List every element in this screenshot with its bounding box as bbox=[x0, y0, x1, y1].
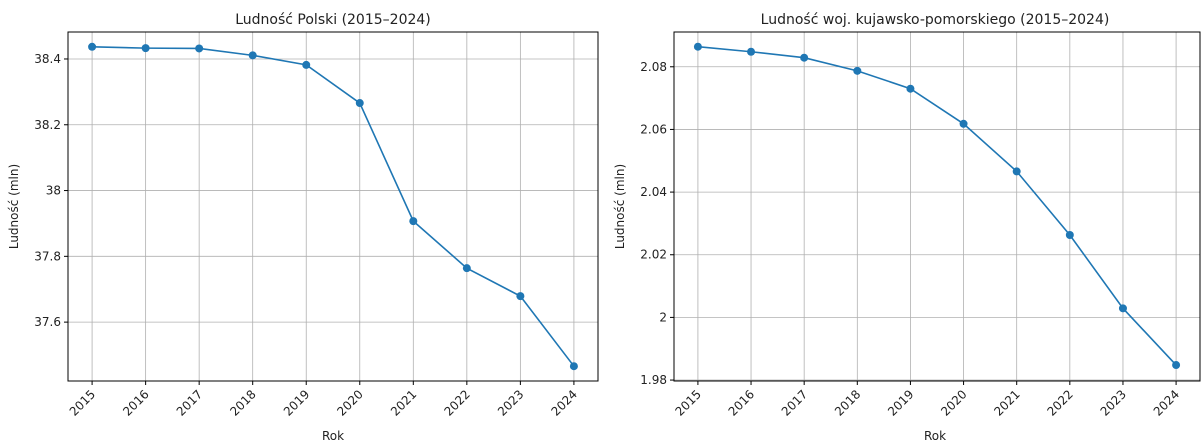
x-tick-label: 2017 bbox=[779, 387, 810, 418]
point bbox=[1012, 167, 1021, 176]
y-axis-label: Ludność (mln) bbox=[7, 164, 21, 249]
x-tick-label: 2017 bbox=[174, 387, 205, 418]
x-tick-label: 2023 bbox=[1098, 387, 1129, 418]
x-tick-label: 2015 bbox=[67, 387, 98, 418]
point bbox=[853, 66, 862, 75]
point bbox=[906, 84, 915, 93]
point bbox=[88, 42, 97, 51]
y-tick-label: 2 bbox=[659, 310, 667, 324]
x-tick-label: 2015 bbox=[673, 387, 704, 418]
chart-title: Ludność Polski (2015–2024) bbox=[235, 12, 431, 28]
y-tick-label: 2.02 bbox=[640, 248, 667, 262]
line bbox=[92, 46, 575, 367]
point bbox=[409, 217, 418, 226]
chart-title: Ludność woj. kujawsko-pomorskiego (2015–… bbox=[761, 12, 1110, 28]
y-tick-label: 2.04 bbox=[640, 185, 667, 199]
y-tick-label: 37.6 bbox=[34, 315, 61, 329]
x-tick-label: 2021 bbox=[388, 387, 419, 418]
x-axis-label: Rok bbox=[924, 429, 946, 443]
point bbox=[800, 53, 809, 62]
point bbox=[516, 292, 525, 301]
point bbox=[959, 119, 968, 128]
axes-frame bbox=[673, 31, 1201, 382]
y-tick-label: 38.4 bbox=[34, 52, 61, 66]
point bbox=[141, 44, 150, 53]
x-tick-label: 2018 bbox=[227, 387, 258, 418]
x-tick-label: 2024 bbox=[549, 387, 580, 418]
x-tick-label: 2018 bbox=[832, 387, 863, 418]
point bbox=[1118, 304, 1127, 313]
point bbox=[355, 99, 364, 108]
y-tick-label: 37.8 bbox=[34, 249, 61, 263]
point bbox=[1172, 361, 1181, 370]
point bbox=[462, 264, 471, 273]
x-tick-label: 2016 bbox=[726, 387, 757, 418]
point bbox=[693, 42, 702, 51]
point bbox=[1065, 231, 1074, 240]
x-tick-label: 2020 bbox=[938, 387, 969, 418]
y-axis-label: Ludność (mln) bbox=[613, 164, 627, 249]
plot: 37.6 37.8 38 38.2 38.4 2015 2016 2017 2018 2019 20… bbox=[7, 12, 599, 443]
axes-frame bbox=[67, 31, 599, 382]
point bbox=[569, 362, 578, 371]
x-tick-label: 2024 bbox=[1151, 387, 1182, 418]
point bbox=[195, 44, 204, 53]
point bbox=[248, 51, 257, 60]
point bbox=[302, 60, 311, 69]
x-tick-label: 2023 bbox=[495, 387, 526, 418]
x-tick-label: 2022 bbox=[441, 387, 472, 418]
plot: 1.98 2 2.02 2.04 2.06 2.08 2015 2016 2017 2018 201… bbox=[613, 12, 1201, 443]
x-tick-label: 2019 bbox=[281, 387, 312, 418]
point bbox=[747, 47, 756, 56]
y-tick-label: 38.2 bbox=[34, 118, 61, 132]
y-tick-label: 38 bbox=[46, 184, 61, 198]
y-tick-label: 1.98 bbox=[640, 373, 667, 387]
line bbox=[697, 45, 1177, 366]
x-tick-label: 2019 bbox=[885, 387, 916, 418]
y-tick-label: 2.08 bbox=[640, 60, 667, 74]
x-tick-label: 2016 bbox=[120, 387, 151, 418]
y-tick-label: 2.06 bbox=[640, 122, 667, 136]
x-axis-label: Rok bbox=[322, 429, 344, 443]
x-tick-label: 2020 bbox=[334, 387, 365, 418]
x-tick-label: 2022 bbox=[1044, 387, 1075, 418]
x-tick-label: 2021 bbox=[991, 387, 1022, 418]
